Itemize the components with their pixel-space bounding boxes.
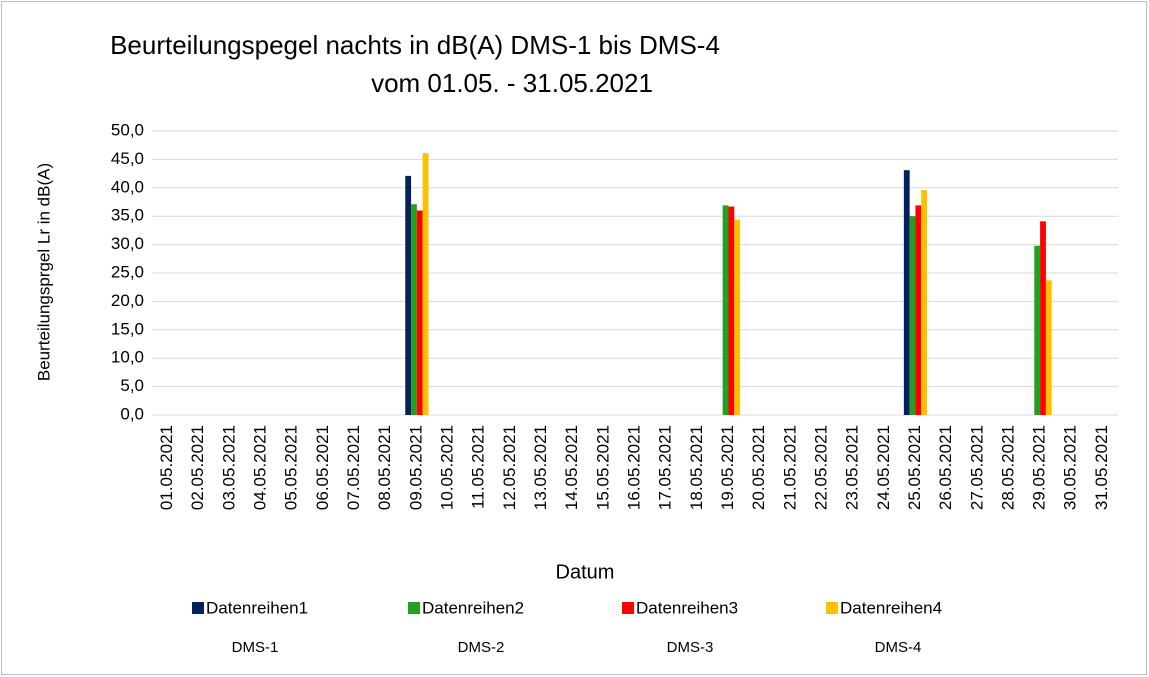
bar — [405, 175, 412, 415]
x-tick-label: 19.05.2021 — [718, 425, 737, 510]
bar — [411, 204, 417, 415]
y-tick-label: 50,0 — [111, 120, 144, 139]
x-axis-title: Datum — [556, 561, 615, 583]
legend-note: DMS-3 — [667, 639, 714, 656]
y-tick-label: 25,0 — [111, 262, 144, 281]
x-tick-label: 23.05.2021 — [843, 425, 862, 510]
x-tick-label: 17.05.2021 — [656, 425, 675, 510]
legend-note: DMS-2 — [458, 639, 505, 656]
bar — [1045, 280, 1052, 415]
legend-note: DMS-1 — [232, 639, 279, 656]
x-tick-label: 08.05.2021 — [375, 425, 394, 510]
x-tick-label: 28.05.2021 — [998, 425, 1017, 510]
legend-swatch — [826, 602, 838, 614]
x-tick-label: 10.05.2021 — [438, 425, 457, 510]
x-tick-label: 24.05.2021 — [874, 425, 893, 510]
bar — [909, 216, 916, 415]
y-axis-title: Beurteilungsprgel Lr in dB(A) — [34, 163, 53, 381]
x-tick-label: 14.05.2021 — [562, 425, 581, 510]
bar — [915, 205, 922, 415]
x-tick-label: 21.05.2021 — [780, 425, 799, 510]
x-tick-label: 22.05.2021 — [811, 425, 830, 510]
x-tick-label: 05.05.2021 — [282, 425, 301, 510]
chart-subtitle: vom 01.05. - 31.05.2021 — [371, 68, 653, 98]
legend-label: Datenreihen3 — [636, 598, 738, 617]
legend-note: DMS-4 — [875, 639, 922, 656]
y-tick-label: 15,0 — [111, 319, 144, 338]
y-tick-label: 5,0 — [120, 376, 144, 395]
x-tick-label: 13.05.2021 — [531, 425, 550, 510]
bar — [921, 190, 928, 415]
bar — [903, 170, 910, 415]
legend-swatch — [408, 602, 420, 614]
legend-label: Datenreihen1 — [206, 598, 308, 617]
x-tick-label: 29.05.2021 — [1030, 425, 1049, 510]
x-tick-label: 26.05.2021 — [936, 425, 955, 510]
x-tick-label: 02.05.2021 — [188, 425, 207, 510]
y-tick-label: 20,0 — [111, 291, 144, 310]
x-tick-label: 31.05.2021 — [1092, 425, 1111, 510]
legend-label: Datenreihen2 — [422, 598, 524, 617]
y-tick-label: 45,0 — [111, 149, 144, 168]
y-tick-label: 10,0 — [111, 348, 144, 367]
y-tick-label: 40,0 — [111, 177, 144, 196]
x-tick-label: 30.05.2021 — [1061, 425, 1080, 510]
x-tick-label: 04.05.2021 — [251, 425, 270, 510]
x-tick-label: 15.05.2021 — [593, 425, 612, 510]
x-tick-label: 09.05.2021 — [406, 425, 425, 510]
x-tick-label: 06.05.2021 — [313, 425, 332, 510]
x-tick-label: 01.05.2021 — [157, 425, 176, 510]
x-tick-label: 20.05.2021 — [749, 425, 768, 510]
y-tick-label: 35,0 — [111, 206, 144, 225]
x-tick-label: 12.05.2021 — [500, 425, 519, 510]
chart-title: Beurteilungspegel nachts in dB(A) DMS-1 … — [110, 30, 720, 60]
x-tick-label: 27.05.2021 — [967, 425, 986, 510]
x-tick-label: 03.05.2021 — [219, 425, 238, 510]
bar — [1034, 245, 1041, 415]
y-tick-label: 30,0 — [111, 234, 144, 253]
bar — [728, 206, 735, 415]
legend-label: Datenreihen4 — [840, 598, 942, 617]
legend-swatch — [192, 602, 204, 614]
y-tick-label: 0,0 — [120, 404, 144, 423]
bar — [416, 210, 423, 415]
x-tick-label: 18.05.2021 — [687, 425, 706, 510]
x-tick-label: 16.05.2021 — [624, 425, 643, 510]
bar — [722, 205, 729, 415]
legend-swatch — [622, 602, 634, 614]
x-tick-label: 07.05.2021 — [344, 425, 363, 510]
bar — [1040, 221, 1046, 415]
x-tick-label: 25.05.2021 — [905, 425, 924, 510]
bar — [422, 153, 429, 416]
x-tick-label: 11.05.2021 — [469, 425, 488, 509]
bar — [734, 219, 741, 415]
